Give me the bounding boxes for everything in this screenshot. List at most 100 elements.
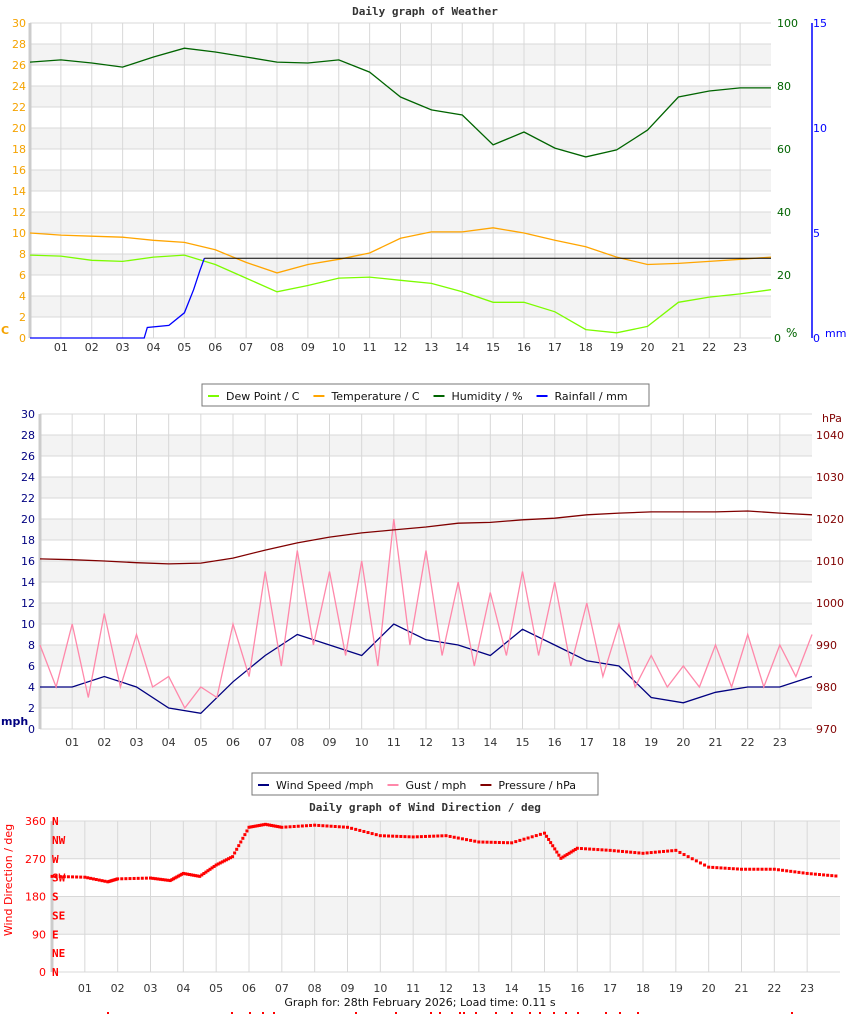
wind-direction-point — [89, 876, 93, 880]
wind-direction-point — [66, 875, 70, 879]
wind-direction-point — [526, 836, 530, 840]
wind-direction-point — [181, 871, 185, 875]
wind-direction-point — [830, 874, 834, 878]
x-tick-label: 21 — [671, 341, 685, 354]
x-tick-label: 11 — [406, 982, 420, 995]
wind-direction-point — [173, 876, 177, 880]
wind-direction-point — [387, 834, 391, 838]
wind-direction-point — [561, 855, 565, 859]
y-tick-label-left: 12 — [21, 597, 35, 610]
wind-direction-point — [187, 873, 191, 877]
wind-direction-point — [58, 875, 62, 879]
wind-direction-point — [781, 868, 785, 872]
x-tick-label: 11 — [363, 341, 377, 354]
x-tick-label: 04 — [176, 982, 190, 995]
wind-direction-point — [149, 876, 152, 880]
wind-direction-point — [399, 834, 403, 838]
wind-direction-point — [559, 856, 563, 860]
x-tick-label: 15 — [538, 982, 552, 995]
wind-direction-point — [180, 872, 184, 876]
compass-label: N — [52, 815, 59, 828]
y-tick-label-left: 8 — [28, 639, 35, 652]
compass-label: SW — [52, 872, 66, 885]
wind-direction-point — [805, 871, 809, 875]
wind-direction-point — [403, 835, 407, 839]
wind-direction-point — [83, 875, 87, 879]
wind-direction-point — [50, 874, 54, 878]
y-tick-label-right2: 15 — [813, 17, 827, 30]
y-tick-label-left: 24 — [12, 80, 26, 93]
wind-direction-point — [682, 853, 686, 857]
wind-direction-point — [653, 850, 657, 854]
x-tick-label: 02 — [85, 341, 99, 354]
wind-direction-point — [54, 874, 58, 878]
wind-direction-point — [158, 877, 162, 881]
y-tick-label-left: 28 — [12, 38, 26, 51]
x-tick-label: 20 — [676, 736, 690, 749]
y-tick-label-left: 0 — [39, 966, 46, 979]
x-tick-label: 06 — [242, 982, 256, 995]
wind-direction-point — [735, 867, 739, 871]
wind-direction-point — [214, 863, 218, 867]
y-tick-label-right: 980 — [816, 681, 837, 694]
wind-direction-point — [555, 850, 559, 854]
wind-direction-point — [304, 824, 308, 828]
wind-direction-point — [341, 825, 345, 829]
wind-direction-point — [200, 873, 204, 877]
y-tick-label-left: 6 — [28, 660, 35, 673]
wind-direction-point — [194, 874, 198, 878]
compass-label: E — [52, 928, 59, 941]
y-tick-label-right: 1010 — [816, 555, 844, 568]
wind-direction-point — [436, 834, 440, 838]
marker-dot — [605, 1012, 607, 1014]
wind-direction-point — [731, 867, 735, 871]
wind-direction-point — [292, 825, 296, 829]
wind-direction-point — [553, 847, 557, 851]
wind-direction-point — [419, 835, 423, 839]
legend-label: Pressure / hPa — [498, 779, 576, 792]
x-tick-label: 22 — [702, 341, 716, 354]
y-tick-label-left: 18 — [12, 143, 26, 156]
marker-dot — [553, 1012, 555, 1014]
series-line-rainfall-mm — [30, 257, 206, 339]
wind-direction-point — [166, 878, 170, 882]
wind-direction-point — [575, 846, 579, 850]
wind-direction-point — [212, 864, 216, 868]
wind-direction-point — [776, 868, 780, 872]
legend-label: Dew Point / C — [226, 390, 300, 403]
wind-direction-point — [62, 875, 66, 879]
wind-direction-point — [666, 849, 670, 853]
legend-label: Rainfall / mm — [555, 390, 628, 403]
wind-direction-point — [91, 877, 95, 881]
y-tick-label-left: 22 — [12, 101, 26, 114]
y-tick-label-left: 16 — [12, 164, 26, 177]
wind-direction-point — [485, 840, 489, 844]
wind-direction-point — [764, 867, 768, 871]
wind-direction-point — [690, 857, 694, 861]
marker-dot — [565, 1012, 567, 1014]
wind-direction-point — [218, 861, 222, 865]
wind-direction-point — [196, 874, 200, 878]
x-tick-label: 09 — [323, 736, 337, 749]
wind-direction-point — [407, 835, 411, 839]
marker-dot — [459, 1012, 461, 1014]
x-tick-label: 05 — [177, 341, 191, 354]
series-line-pressure-hpa — [39, 510, 813, 565]
wind-direction-point — [97, 878, 101, 882]
wind-direction-point — [557, 853, 561, 857]
wind-direction-point — [190, 873, 194, 877]
wind-direction-point — [551, 844, 555, 848]
x-tick-label: 10 — [355, 736, 369, 749]
wind-direction-point — [366, 831, 370, 835]
legend-label: Humidity / % — [452, 390, 523, 403]
wind-direction-point — [567, 851, 571, 855]
wind-direction-point — [274, 824, 278, 828]
wind-direction-point — [317, 823, 321, 827]
wind-direction-point — [686, 855, 690, 859]
wind-direction-point — [715, 866, 719, 870]
wind-direction-point — [185, 872, 189, 876]
y-tick-label-left: 26 — [21, 450, 35, 463]
wind-direction-point — [423, 834, 427, 838]
wind-direction-point — [817, 873, 821, 877]
x-tick-label: 16 — [570, 982, 584, 995]
